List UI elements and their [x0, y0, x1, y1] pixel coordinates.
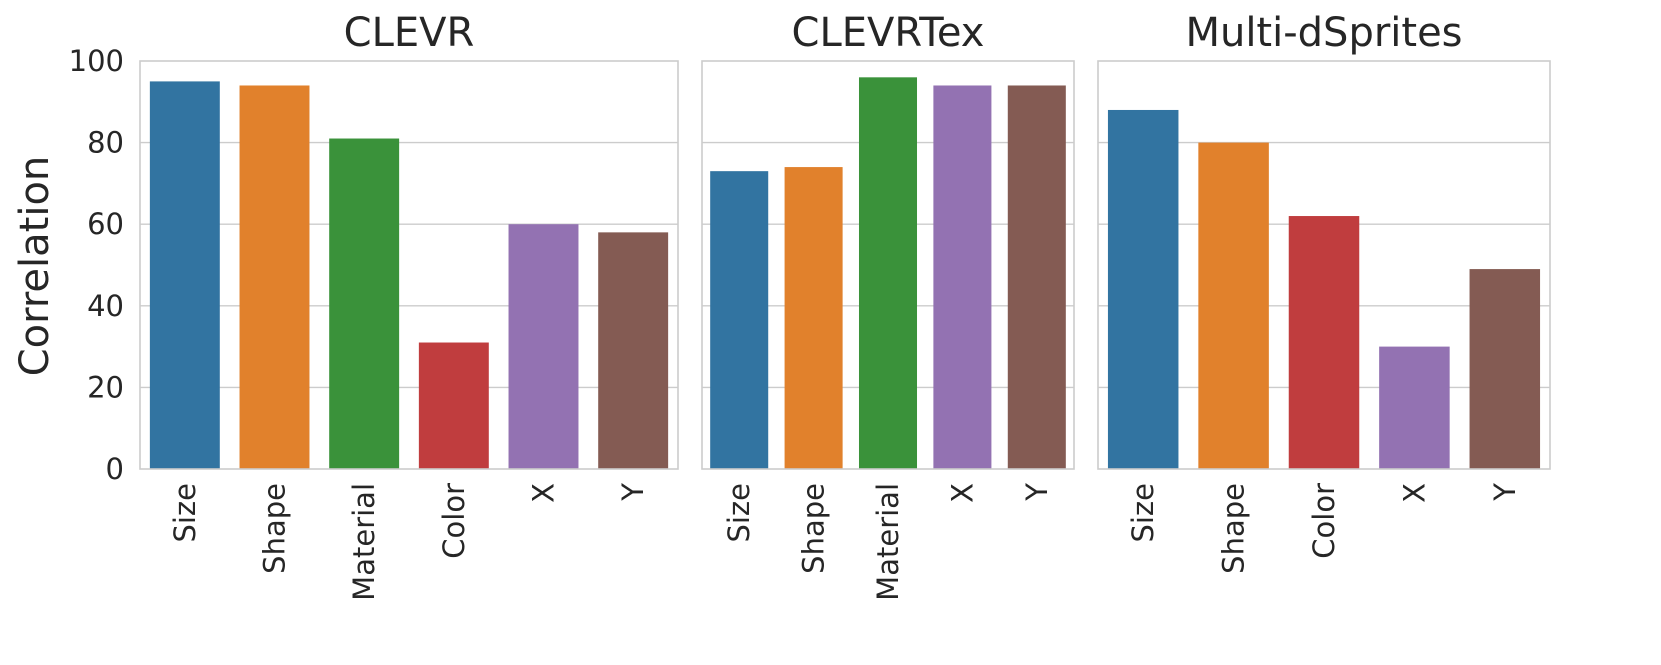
x-tick-label: Y — [1488, 483, 1522, 502]
axes-frame — [139, 60, 679, 470]
axes-frame — [1097, 60, 1551, 470]
x-tick-label: Material — [347, 483, 381, 601]
y-tick-label: 40 — [87, 289, 124, 323]
bar-size — [1107, 109, 1179, 470]
bar-shape — [1198, 142, 1269, 469]
y-tick-label: 0 — [106, 452, 124, 486]
panel-title: CLEVR — [344, 10, 475, 56]
bar-size — [710, 171, 769, 469]
bar-size — [149, 81, 220, 470]
bar-y — [598, 232, 669, 469]
bar-y — [1007, 85, 1066, 469]
panel-title: Multi-dSprites — [1185, 10, 1462, 56]
bar-shape — [784, 167, 843, 469]
x-tick-label: Size — [168, 483, 202, 543]
bar-material — [858, 77, 918, 469]
panel-1: Size Shape Material X Y CLEVRTex — [701, 10, 1075, 601]
y-tick-label: 20 — [87, 370, 124, 404]
x-tick-label: Color — [437, 483, 471, 559]
bar-x — [933, 85, 992, 469]
y-tick-label: 100 — [69, 44, 124, 78]
x-tick-label: Size — [722, 483, 756, 543]
bar-color — [418, 342, 489, 469]
bar-y — [1469, 269, 1541, 469]
bar-x — [1379, 346, 1450, 469]
x-tick-label: X — [527, 483, 561, 503]
x-tick-label: Color — [1307, 483, 1341, 559]
x-tick-label: Size — [1126, 483, 1160, 543]
x-tick-label: X — [1397, 483, 1431, 503]
bar-x — [508, 224, 579, 469]
y-tick-label: 80 — [87, 126, 124, 160]
bar-color — [1288, 216, 1360, 469]
x-tick-label: Shape — [797, 483, 831, 574]
x-tick-label: Shape — [1217, 483, 1251, 574]
x-tick-label: Material — [871, 483, 905, 601]
x-tick-label: Shape — [258, 483, 292, 574]
x-tick-label: X — [945, 483, 979, 503]
panel-2: Size Shape Color X Y Multi-dSprites — [1097, 10, 1551, 574]
bar-shape — [239, 85, 310, 469]
x-tick-label: Y — [1020, 483, 1054, 502]
y-tick-label: 60 — [87, 207, 124, 241]
panel-0: Size Shape Material Color X Y CLEVR 0 20 40 60 80 10… — [69, 10, 679, 601]
bar-material — [329, 138, 400, 469]
x-tick-label: Y — [616, 483, 650, 502]
y-axis-label: Correlation — [12, 156, 58, 377]
panel-title: CLEVRTex — [792, 10, 985, 56]
axes-frame — [701, 60, 1075, 470]
